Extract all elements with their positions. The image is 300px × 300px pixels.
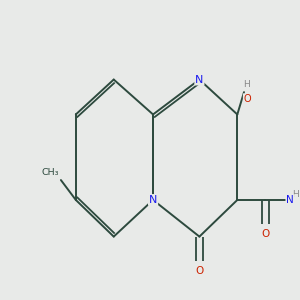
Text: H: H xyxy=(244,80,250,89)
Text: N: N xyxy=(149,195,157,205)
Text: CH₃: CH₃ xyxy=(42,168,59,177)
Text: O: O xyxy=(195,266,203,276)
Text: O: O xyxy=(261,230,269,239)
Text: N: N xyxy=(195,75,204,85)
Text: O: O xyxy=(243,94,251,103)
Text: H: H xyxy=(292,190,299,199)
Text: N: N xyxy=(286,195,294,205)
